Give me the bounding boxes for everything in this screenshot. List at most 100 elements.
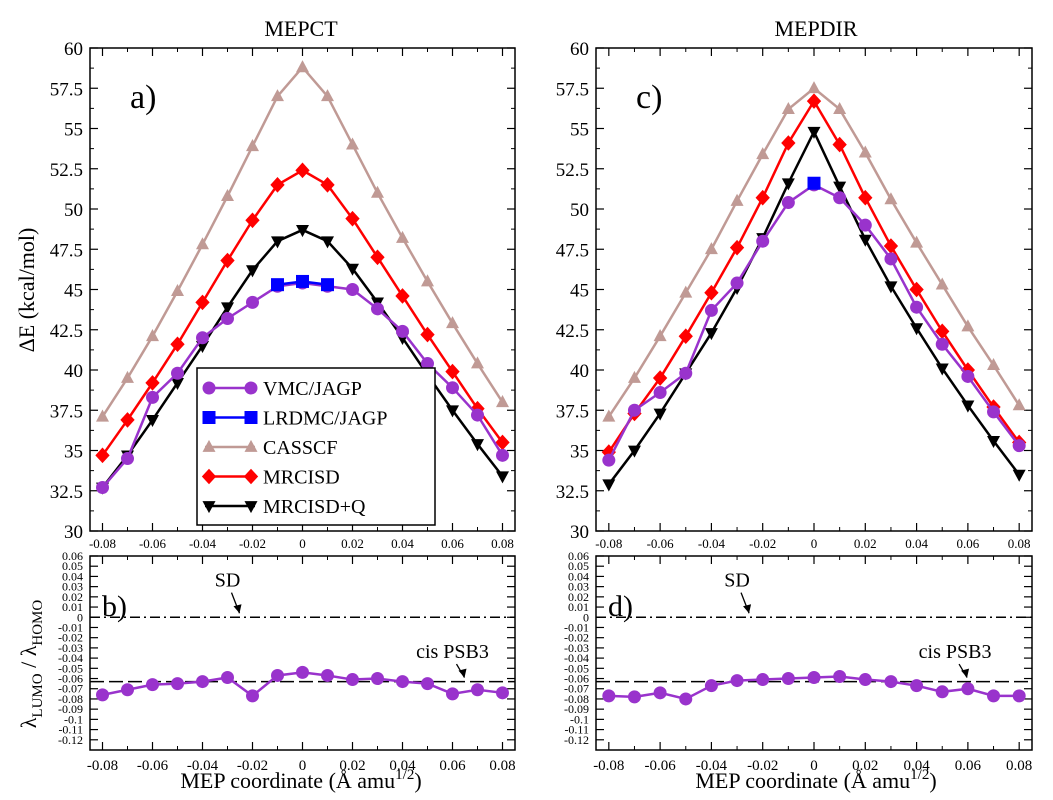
y-tick-label: 30 (570, 522, 589, 543)
legend-marker (202, 381, 216, 395)
data-point (171, 378, 184, 391)
data-point (781, 196, 795, 210)
data-point (320, 177, 335, 193)
data-point (833, 191, 847, 205)
data-point (729, 239, 745, 256)
panel-c-label: c) (636, 79, 662, 116)
y-tick-label: 57.5 (50, 79, 83, 100)
x-tick-label: 0.04 (391, 536, 414, 551)
legend-label: CASSCF (263, 437, 338, 459)
data-point (295, 162, 310, 179)
data-point (755, 189, 770, 206)
y-tick-label: -0.04 (564, 651, 589, 665)
data-point (371, 672, 384, 686)
data-point (321, 278, 334, 292)
y-tick-label: 60 (64, 39, 83, 60)
x-tick-label: 0.04 (905, 536, 928, 551)
x-tick-label: 0.08 (491, 536, 514, 551)
y-tick-label: 47.5 (556, 240, 589, 261)
y-tick-label: 57.5 (556, 79, 589, 100)
y-tick-label: 40 (570, 361, 589, 382)
data-point (987, 435, 1001, 448)
y-tick-label: 0.05 (62, 559, 83, 573)
y-tick-label: 0 (77, 610, 83, 624)
data-point (833, 181, 847, 194)
panel-a-energy-mepct: -0.08 -0.06 -0.04 -0.02 0 0.02 0.04 0.06 0.08303… (50, 39, 516, 551)
y-tick-label: -0.09 (564, 702, 589, 716)
data-point (883, 238, 899, 254)
data-point (146, 390, 159, 404)
x-tick-label: 0.02 (341, 536, 364, 551)
data-point (146, 329, 159, 342)
y-tick-label: -0.1 (64, 712, 83, 726)
data-point (421, 357, 434, 371)
y-tick-label: 0.03 (568, 580, 589, 594)
y-tick-label: -0.05 (58, 661, 83, 675)
data-point (807, 671, 821, 685)
y-tick-label: 42.5 (556, 321, 589, 342)
data-point (345, 210, 360, 227)
panel-b-ref-cis-psb3: cis PSB3 (90, 641, 515, 683)
data-point (296, 225, 309, 238)
data-point (781, 178, 795, 191)
legend-marker (244, 411, 258, 424)
y-tick-label: 45 (570, 281, 589, 302)
data-point (704, 679, 718, 693)
data-point (935, 323, 950, 340)
data-point (296, 665, 309, 679)
data-point (121, 452, 134, 466)
y-tick-label: 50 (64, 200, 83, 221)
data-point (627, 370, 641, 383)
y-tick-label: 0.02 (62, 590, 83, 604)
data-point (935, 685, 949, 699)
y-tick-label: 32.5 (50, 482, 83, 503)
data-point (756, 234, 770, 248)
data-point (884, 281, 898, 294)
data-point (246, 295, 259, 309)
data-point (446, 405, 459, 418)
data-point (371, 185, 384, 198)
data-point (271, 236, 284, 249)
panel-a-label: a) (130, 79, 156, 116)
data-point (496, 686, 509, 700)
data-point (987, 405, 1001, 419)
x-tick-label: 0.08 (1006, 758, 1032, 774)
data-point (321, 668, 334, 682)
data-point (246, 139, 259, 152)
x-tick-label: 0.04 (903, 758, 930, 774)
legend-marker (244, 381, 258, 395)
legend-marker (243, 468, 259, 485)
data-point (832, 136, 847, 153)
data-point (730, 674, 744, 688)
panel-b-label: b) (102, 590, 127, 623)
top-y-axis-label: ΔE (kcal/mol) (14, 228, 39, 353)
data-point (121, 683, 134, 697)
y-tick-label: 42.5 (50, 321, 83, 342)
data-point (321, 236, 334, 249)
x-tick-label: -0.04 (189, 536, 217, 551)
x-tick-label: -0.02 (237, 758, 268, 774)
panel-a-series-lrdmc-jagp (271, 274, 334, 292)
x-tick-label: -0.06 (644, 758, 676, 774)
data-point (704, 242, 718, 255)
legend-marker (202, 501, 216, 514)
panel-b-x-ticks: -0.08 -0.06 -0.04 -0.02 0 0.02 0.04 0.06 0.08 (87, 556, 516, 774)
x-tick-label: -0.08 (593, 758, 624, 774)
data-point (781, 102, 795, 115)
x-tick-label: 0.06 (957, 536, 980, 551)
panel-c-y-ticks: 30 32.5 35 37.5 40 42.5 45 47.5 50 52.5 55 57.5 60 (556, 39, 1032, 543)
x-tick-label: -0.08 (87, 758, 118, 774)
y-tick-label: 35 (64, 442, 83, 463)
x-tick-label: 0 (299, 758, 307, 774)
data-point (96, 688, 109, 702)
data-point (371, 302, 384, 316)
reference-line-label: cis PSB3 (919, 641, 992, 663)
data-point (781, 672, 795, 686)
data-point (961, 319, 975, 332)
data-point (961, 369, 975, 383)
data-point (196, 237, 209, 250)
x-axis-label-left: MEP coordinate (Å amu1/2) (180, 767, 421, 793)
data-point (220, 252, 235, 269)
data-point (221, 671, 234, 685)
data-point (471, 356, 484, 369)
